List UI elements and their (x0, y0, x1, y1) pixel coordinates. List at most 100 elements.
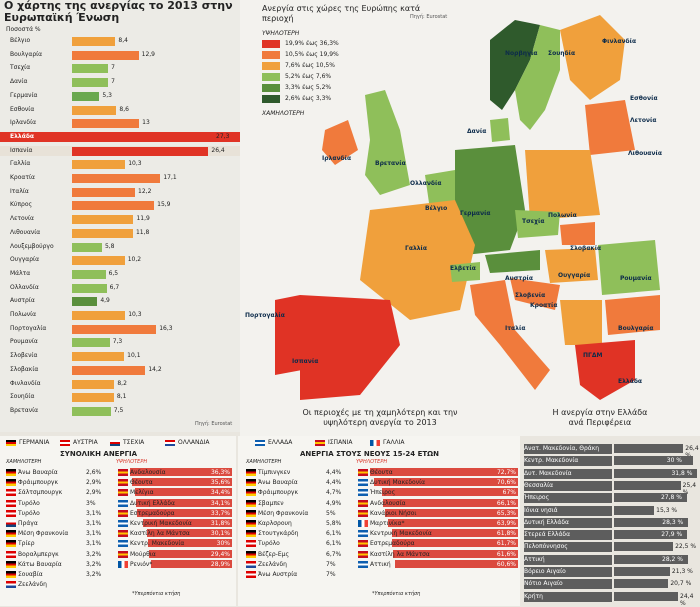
table-row: Άνω Βαυαρία 4,4% (240, 478, 352, 487)
bar (72, 174, 161, 183)
bar-row: Κροατία 17,1 (0, 173, 240, 183)
bar (72, 393, 114, 403)
bar (72, 242, 102, 252)
bar (72, 91, 100, 101)
bar-value: 7,3 (112, 338, 123, 346)
legend-lowest-label: ΧΑΜΗΛΟΤΕΡΗ (262, 110, 305, 117)
de-flag-icon (246, 479, 256, 487)
table-row: Δυτική Μακεδονία 70,6% (352, 478, 520, 487)
row-value: 3,1% (86, 509, 102, 517)
map-region-poland (525, 150, 600, 220)
map-country-label: Βρετανία (375, 160, 406, 167)
map-region-britain (365, 90, 410, 195)
bar-value: 10,2 (127, 256, 142, 264)
table-row: Τυρόλο 3,1% (0, 509, 112, 518)
row-bar: 31,8% (142, 519, 232, 527)
bar-value: 12,9 (141, 50, 155, 58)
map-country-label: Αυστρία (505, 275, 533, 282)
legend-label: 7,6% έως 10,5% (285, 62, 335, 69)
map-region-ireland (322, 120, 358, 165)
map-region-finland (560, 15, 625, 100)
row-name: Πράγα (18, 520, 38, 527)
row-bar-value: 34,4% (210, 489, 230, 497)
map-country-label: Σλοβακία (570, 245, 602, 252)
map-region-denmark (490, 118, 510, 142)
map-region-austria (485, 250, 540, 273)
row-name: Μούρθια (130, 550, 156, 558)
country-label: Σλοβενία (10, 352, 38, 360)
map-region-germany (455, 145, 525, 255)
bar-value: 11,9 (136, 215, 150, 223)
map-country-label: Κροατία (530, 302, 558, 309)
de-flag-icon (6, 560, 16, 568)
country-label: Ιρλανδία (10, 119, 37, 127)
table-row: Άνω Αυστρία 7% (240, 570, 352, 579)
bar (72, 297, 98, 307)
region-name: Στερεά Ελλάδα (524, 530, 612, 541)
row-name: Θέουτα (130, 479, 153, 487)
table-row: Μαρτινίκα* 63,9% (352, 519, 520, 528)
map-region-romania (598, 240, 660, 295)
greek-region-row: Πελοπόννησος 22,5 % (522, 542, 700, 553)
row-bar-value: 63,9% (496, 520, 516, 527)
map-source: Πηγή: Eurostat (410, 14, 448, 20)
bar (72, 132, 214, 142)
table-highest-label: ΥΨΗΛΟΤΕΡΗ (356, 459, 388, 465)
region-bar (614, 579, 669, 589)
country-label: Βουλγαρία (10, 50, 43, 58)
table-row: Καρλσρουη 5,8% (240, 519, 352, 528)
region-name: Κεντρ. Μακεδονία (524, 456, 612, 467)
greek-region-row: Δυτική Ελλάδα 28,3 % (522, 517, 700, 528)
bar (72, 406, 111, 416)
row-name: Βοραλμπεργκ (18, 550, 59, 558)
bar-row: Κύπρος 15,9 (0, 200, 240, 211)
row-name: Εστρεμαδούρα (370, 540, 415, 548)
bar-value: 8,1 (116, 393, 127, 401)
map-country-label: Βουλγαρία (618, 325, 654, 332)
map-region-bulgaria (605, 295, 660, 335)
country-label: Γαλλία (10, 160, 31, 168)
bar (72, 256, 125, 266)
gr-flag-icon (358, 479, 368, 487)
map-country-label: Ιταλία (505, 325, 526, 332)
region-value: 15,3 % (656, 506, 678, 514)
bar-value: 5,3 (102, 91, 112, 99)
table-row: Αττική 60,6% (352, 559, 520, 569)
row-name: Ζεελάνδη (18, 581, 47, 589)
table-row: Θέουτα 72,7% (352, 468, 520, 477)
row-name: Κανάριοι Νήσοι (370, 509, 417, 517)
table-row: Εστρεμαδούρα 61,7% (352, 539, 520, 548)
row-name: Ζεελάνδη (258, 560, 287, 568)
map-region-italy (470, 280, 550, 390)
row-name: Τρίερ (18, 540, 35, 548)
bar-value: 26,4 (211, 146, 225, 154)
es-flag-icon (358, 540, 368, 548)
row-name: Δυτική Μακεδονία (370, 479, 426, 487)
de-flag-icon (6, 571, 16, 578)
region-value: 31,8 % (671, 469, 693, 477)
row-bar: 63,9% (387, 519, 518, 527)
table-row: Φράιμπουργκ 4,7% (240, 488, 352, 497)
country-label: Κροατία (10, 174, 35, 181)
europe-map (240, 0, 700, 436)
row-name: Κεντρ. Μακεδονία (130, 540, 185, 548)
row-name: Εστρεμαδούρα (130, 509, 175, 517)
bar (72, 324, 157, 334)
row-value: 6,7% (326, 550, 342, 558)
map-region-spain (300, 295, 400, 400)
bar-row: Μάλτα 6,5 (0, 269, 240, 279)
region-bar (614, 493, 687, 503)
es-flag-icon (118, 479, 128, 487)
row-name: Δυτική Ελλάδα (130, 499, 175, 507)
map-country-label: Σλοβενία (515, 292, 546, 299)
bar (72, 379, 115, 389)
greece-chart-title: Η ανεργία στην Ελλάδα ανά Περιφέρεια (552, 408, 648, 427)
row-name: Μέση Φρανκονία (258, 509, 309, 517)
region-value: 25,4 % (682, 481, 697, 496)
legend-swatch (262, 73, 280, 81)
bar (72, 105, 117, 115)
map-country-label: Σουηδία (548, 50, 576, 57)
row-name: Τυρόλο (258, 540, 280, 548)
legend-swatch (262, 95, 280, 103)
country-label: Γερμανία (10, 91, 38, 99)
